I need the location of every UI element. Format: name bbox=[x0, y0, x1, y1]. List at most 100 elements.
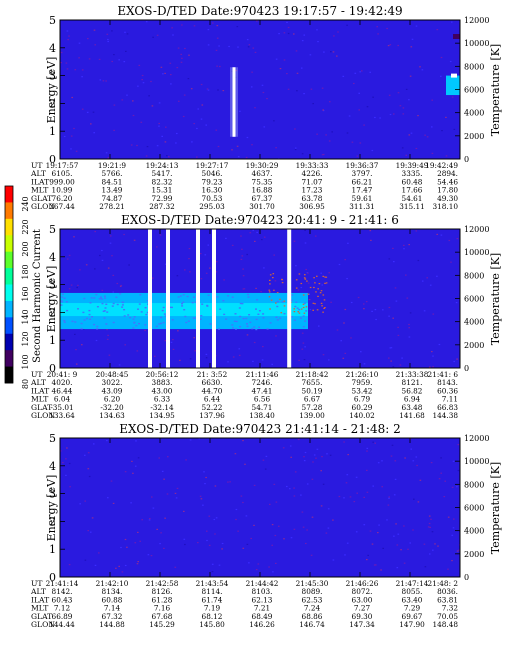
spectrogram-features bbox=[60, 229, 328, 368]
table-cell: 19:17:57 bbox=[46, 161, 79, 170]
table-cell: 8121. bbox=[402, 378, 423, 387]
band-speckle bbox=[146, 300, 149, 302]
table-cell: 19:42:49 bbox=[425, 161, 458, 170]
noise-speckle bbox=[330, 301, 332, 303]
noise-speckle bbox=[207, 89, 210, 91]
noise-speckle bbox=[150, 555, 153, 557]
noise-speckle bbox=[365, 301, 368, 303]
table-cell: 141.68 bbox=[399, 411, 425, 420]
band-speckle bbox=[234, 313, 237, 315]
table-cell: 147.34 bbox=[349, 620, 375, 629]
noise-speckle bbox=[91, 517, 94, 519]
band-speckle bbox=[255, 318, 258, 321]
noise-speckle bbox=[423, 310, 426, 312]
band-speckle bbox=[238, 307, 241, 309]
noise-speckle bbox=[451, 534, 454, 536]
noise-speckle bbox=[283, 59, 286, 61]
band-speckle bbox=[116, 303, 119, 306]
noise-speckle bbox=[325, 134, 327, 136]
band-speckle bbox=[279, 317, 282, 319]
table-cell: 287.32 bbox=[149, 202, 175, 211]
y2-tick-label: 2000 bbox=[464, 550, 484, 559]
noise-speckle bbox=[453, 128, 456, 130]
noise-speckle bbox=[419, 66, 421, 68]
band-speckle bbox=[88, 309, 91, 312]
band-edge-speckle bbox=[313, 277, 315, 279]
noise-speckle bbox=[275, 501, 278, 503]
noise-speckle bbox=[269, 503, 271, 505]
noise-speckle bbox=[301, 153, 304, 155]
table-cell: 21:44:42 bbox=[246, 579, 279, 588]
table-cell: 66.21 bbox=[352, 177, 373, 186]
noise-speckle bbox=[302, 526, 305, 528]
band-speckle bbox=[132, 327, 135, 329]
band-speckle bbox=[293, 319, 296, 321]
noise-speckle bbox=[443, 496, 446, 498]
noise-speckle bbox=[246, 253, 248, 256]
table-cell: 8055. bbox=[402, 587, 423, 596]
noise-speckle bbox=[262, 91, 265, 94]
noise-speckle bbox=[447, 516, 450, 518]
noise-speckle bbox=[87, 38, 89, 40]
cyan-patch-highlight bbox=[451, 73, 457, 78]
x-axis-ticks bbox=[59, 438, 461, 577]
table-cell: 3883. bbox=[152, 378, 173, 387]
band-speckle bbox=[305, 310, 308, 312]
table-cell: 4020. bbox=[52, 378, 73, 387]
noise-speckle bbox=[242, 275, 245, 277]
noise-speckle bbox=[451, 96, 454, 98]
noise-speckle bbox=[196, 156, 198, 158]
band-edge-speckle bbox=[323, 299, 326, 301]
noise-speckle bbox=[68, 254, 71, 256]
noise-speckle bbox=[405, 154, 408, 156]
noise-speckle bbox=[271, 524, 274, 526]
band-speckle bbox=[106, 311, 109, 313]
noise-speckle bbox=[344, 259, 346, 261]
noise-speckle bbox=[320, 272, 322, 274]
noise-speckle bbox=[421, 280, 424, 282]
noise-speckle bbox=[346, 24, 348, 26]
noise-speckle bbox=[264, 468, 267, 470]
noise-speckle bbox=[294, 471, 297, 473]
noise-speckle bbox=[409, 75, 412, 77]
y2-tick-label: 4000 bbox=[464, 109, 484, 118]
band-edge-speckle bbox=[276, 292, 279, 294]
noise-speckle bbox=[371, 543, 374, 545]
noise-speckle bbox=[107, 334, 109, 336]
noise-speckle bbox=[248, 562, 250, 564]
band-speckle bbox=[276, 301, 279, 303]
table-cell: 21:48: 2 bbox=[428, 579, 458, 588]
band-edge-speckle bbox=[324, 282, 326, 284]
noise-speckle bbox=[453, 360, 455, 363]
row-label: ALT bbox=[30, 169, 46, 178]
noise-speckle bbox=[62, 462, 64, 464]
noise-speckle bbox=[399, 364, 402, 366]
band-speckle bbox=[262, 317, 265, 319]
table-cell: 146.26 bbox=[249, 620, 275, 629]
noise-speckle bbox=[137, 457, 140, 459]
noise-speckle bbox=[293, 33, 295, 35]
noise-speckle bbox=[311, 516, 314, 518]
noise-speckle bbox=[200, 118, 203, 120]
noise-speckle bbox=[242, 440, 244, 442]
noise-speckle bbox=[296, 72, 299, 74]
noise-speckle bbox=[107, 40, 109, 43]
table-cell: 8103. bbox=[252, 587, 273, 596]
band-speckle bbox=[145, 313, 148, 316]
noise-speckle bbox=[411, 38, 414, 40]
noise-speckle bbox=[333, 35, 335, 37]
table-cell: 56.82 bbox=[402, 386, 423, 395]
noise-speckle bbox=[156, 34, 159, 36]
colorbar-tick: 100 bbox=[21, 354, 30, 369]
band-speckle bbox=[283, 313, 286, 315]
noise-speckle bbox=[158, 457, 160, 459]
noise-speckle bbox=[228, 45, 230, 48]
band-speckle bbox=[239, 326, 242, 328]
table-cell: 19:39:49 bbox=[396, 161, 429, 170]
table-cell: 7.14 bbox=[104, 604, 121, 613]
noise-speckle bbox=[109, 235, 112, 237]
band-speckle bbox=[160, 322, 163, 325]
noise-speckle bbox=[182, 115, 185, 118]
noise-speckle bbox=[139, 540, 141, 542]
